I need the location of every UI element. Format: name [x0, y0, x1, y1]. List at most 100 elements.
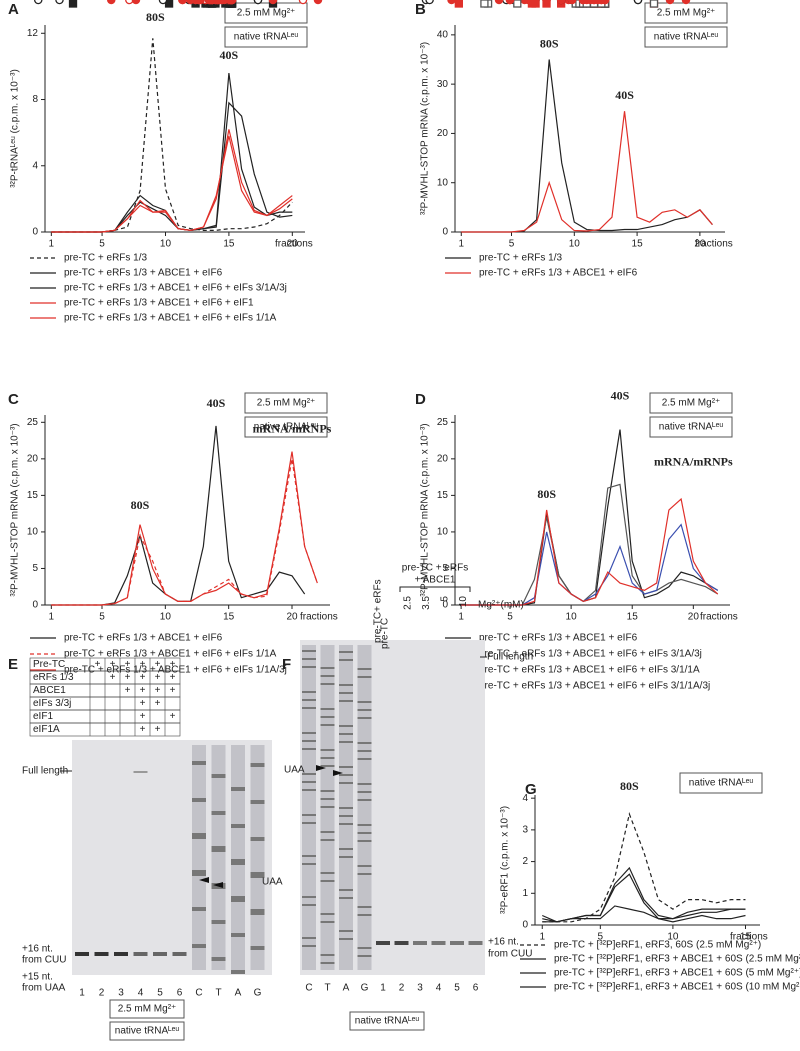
gel-band [211, 776, 226, 778]
legend-label: pre-TC + eRFs 1/3 + ABCE1 + eIF6 + eIFs … [64, 313, 277, 324]
panel-label: A [8, 1, 19, 18]
gel-band [302, 945, 316, 947]
cell-mark: + [155, 685, 161, 696]
data-point [125, 0, 134, 5]
legend-label: pre-TC + eRFs 1/3 [64, 253, 148, 264]
y-tick-label: 10 [437, 527, 449, 538]
x-tick-label: 15 [223, 612, 235, 623]
data-point [220, 0, 229, 5]
gel-band [302, 937, 316, 939]
condition-label: 2.5 mM Mg²⁺ [118, 1004, 177, 1015]
gel-band [357, 709, 372, 711]
condition-label: 2.5 mM Mg²⁺ [662, 398, 721, 409]
legend-label: pre-TC + eRFs 1/3 + ABCE1 + eIF6 + eIFs … [64, 283, 287, 294]
gel-annotation: +15 nt. [22, 972, 53, 983]
sequencing-lane [192, 745, 206, 970]
gel-band [320, 831, 335, 833]
data-point [268, 0, 278, 5]
gel-band [250, 909, 265, 911]
data-point [158, 0, 168, 5]
sequencing-lane [231, 745, 245, 970]
gel-band [339, 741, 353, 743]
condition-box [109, 999, 185, 1019]
y-tick-label: 10 [27, 527, 39, 538]
gel-band [320, 683, 335, 685]
column-header: pre-TC + eRFs [402, 563, 468, 574]
gel-band [302, 732, 316, 734]
gel-band [357, 717, 372, 719]
lane-label: 2 [99, 988, 105, 999]
y-axis-label: ³²P-MVHL-STOP mRNA (c.p.m. x 10⁻³) [420, 42, 431, 215]
gel-annotation: from CUU [22, 955, 66, 966]
condition-box [244, 416, 328, 438]
gel-band [357, 955, 372, 957]
gel-band [211, 957, 226, 959]
gel-band [320, 708, 335, 710]
data-point [194, 0, 204, 5]
data-point [313, 0, 323, 5]
data-point [425, 0, 434, 5]
row-label: eIFs 3/3j [33, 698, 71, 709]
y-tick-label: 40 [437, 29, 449, 40]
gel-band [339, 930, 353, 932]
y-tick-label: 0 [522, 920, 528, 931]
row-label: eIF1A [33, 724, 60, 735]
lane-label: 5 [157, 988, 163, 999]
condition-label: 2.5 mM Mg²⁺ [237, 8, 296, 19]
gel-band [211, 811, 226, 813]
gel-band [357, 668, 372, 670]
y-tick-label: 20 [27, 453, 39, 464]
legend-label: pre-TC + eRFs 1/3 + ABCE1 + eIF6 + eIFs … [479, 665, 700, 676]
lane-label: C [305, 983, 312, 994]
x-tick-label: 10 [667, 932, 679, 943]
gel-band [192, 837, 206, 839]
gel-band [302, 896, 316, 898]
gel-band [231, 859, 245, 861]
gel-band [192, 907, 206, 909]
gel-band [302, 855, 316, 857]
gel-band [357, 742, 372, 744]
gel-band [302, 789, 316, 791]
gel-band [250, 872, 265, 874]
sequencing-lane [250, 745, 265, 970]
gel-band [302, 658, 316, 660]
gel-annotation: UAA [262, 877, 283, 888]
y-tick-label: 0 [442, 227, 448, 238]
gel-band [339, 733, 353, 735]
y-axis-label: ³²P-MVHL-STOP mRNA (c.p.m. x 10⁻³) [10, 423, 21, 596]
gel-annotation: +16 nt. [22, 944, 53, 955]
cell-mark: + [140, 685, 146, 696]
gel-band [250, 763, 265, 765]
gel-band [339, 651, 353, 653]
y-tick-label: 4 [32, 160, 38, 171]
y-tick-label: 4 [522, 793, 528, 804]
panel-label: F [282, 656, 291, 673]
column-header: pre-TC+ eRFs [373, 579, 384, 643]
lane-label: G [361, 983, 369, 994]
peak-label: 80S [540, 36, 559, 50]
gel-band [211, 959, 226, 961]
gel-band [302, 707, 316, 709]
gel-band [302, 904, 316, 906]
condition-label: native tRNAᴸᵉᵘ [355, 1016, 420, 1027]
gel-band [231, 861, 245, 863]
condition-box [224, 2, 308, 24]
x-tick-label: 10 [160, 239, 172, 250]
cell-mark: + [110, 672, 116, 683]
gel-band [357, 824, 372, 826]
y-tick-label: 1 [522, 888, 528, 899]
gel-band [250, 765, 265, 767]
x-tick-label: 1 [49, 239, 55, 250]
gel-band [231, 826, 245, 828]
x-tick-label: 20 [286, 612, 298, 623]
gel-band [192, 870, 206, 872]
x-tick-label: 5 [507, 612, 513, 623]
legend-label: pre-TC + eRFs 1/3 + ABCE1 + eIF6 [479, 633, 638, 644]
condition-label: 2.5 mM Mg²⁺ [257, 398, 316, 409]
data-point [68, 0, 78, 8]
arrowhead [199, 877, 209, 883]
lane-label: T [215, 988, 221, 999]
data-point [205, 0, 215, 5]
y-tick-label: 2 [522, 856, 528, 867]
gel-band [320, 839, 335, 841]
